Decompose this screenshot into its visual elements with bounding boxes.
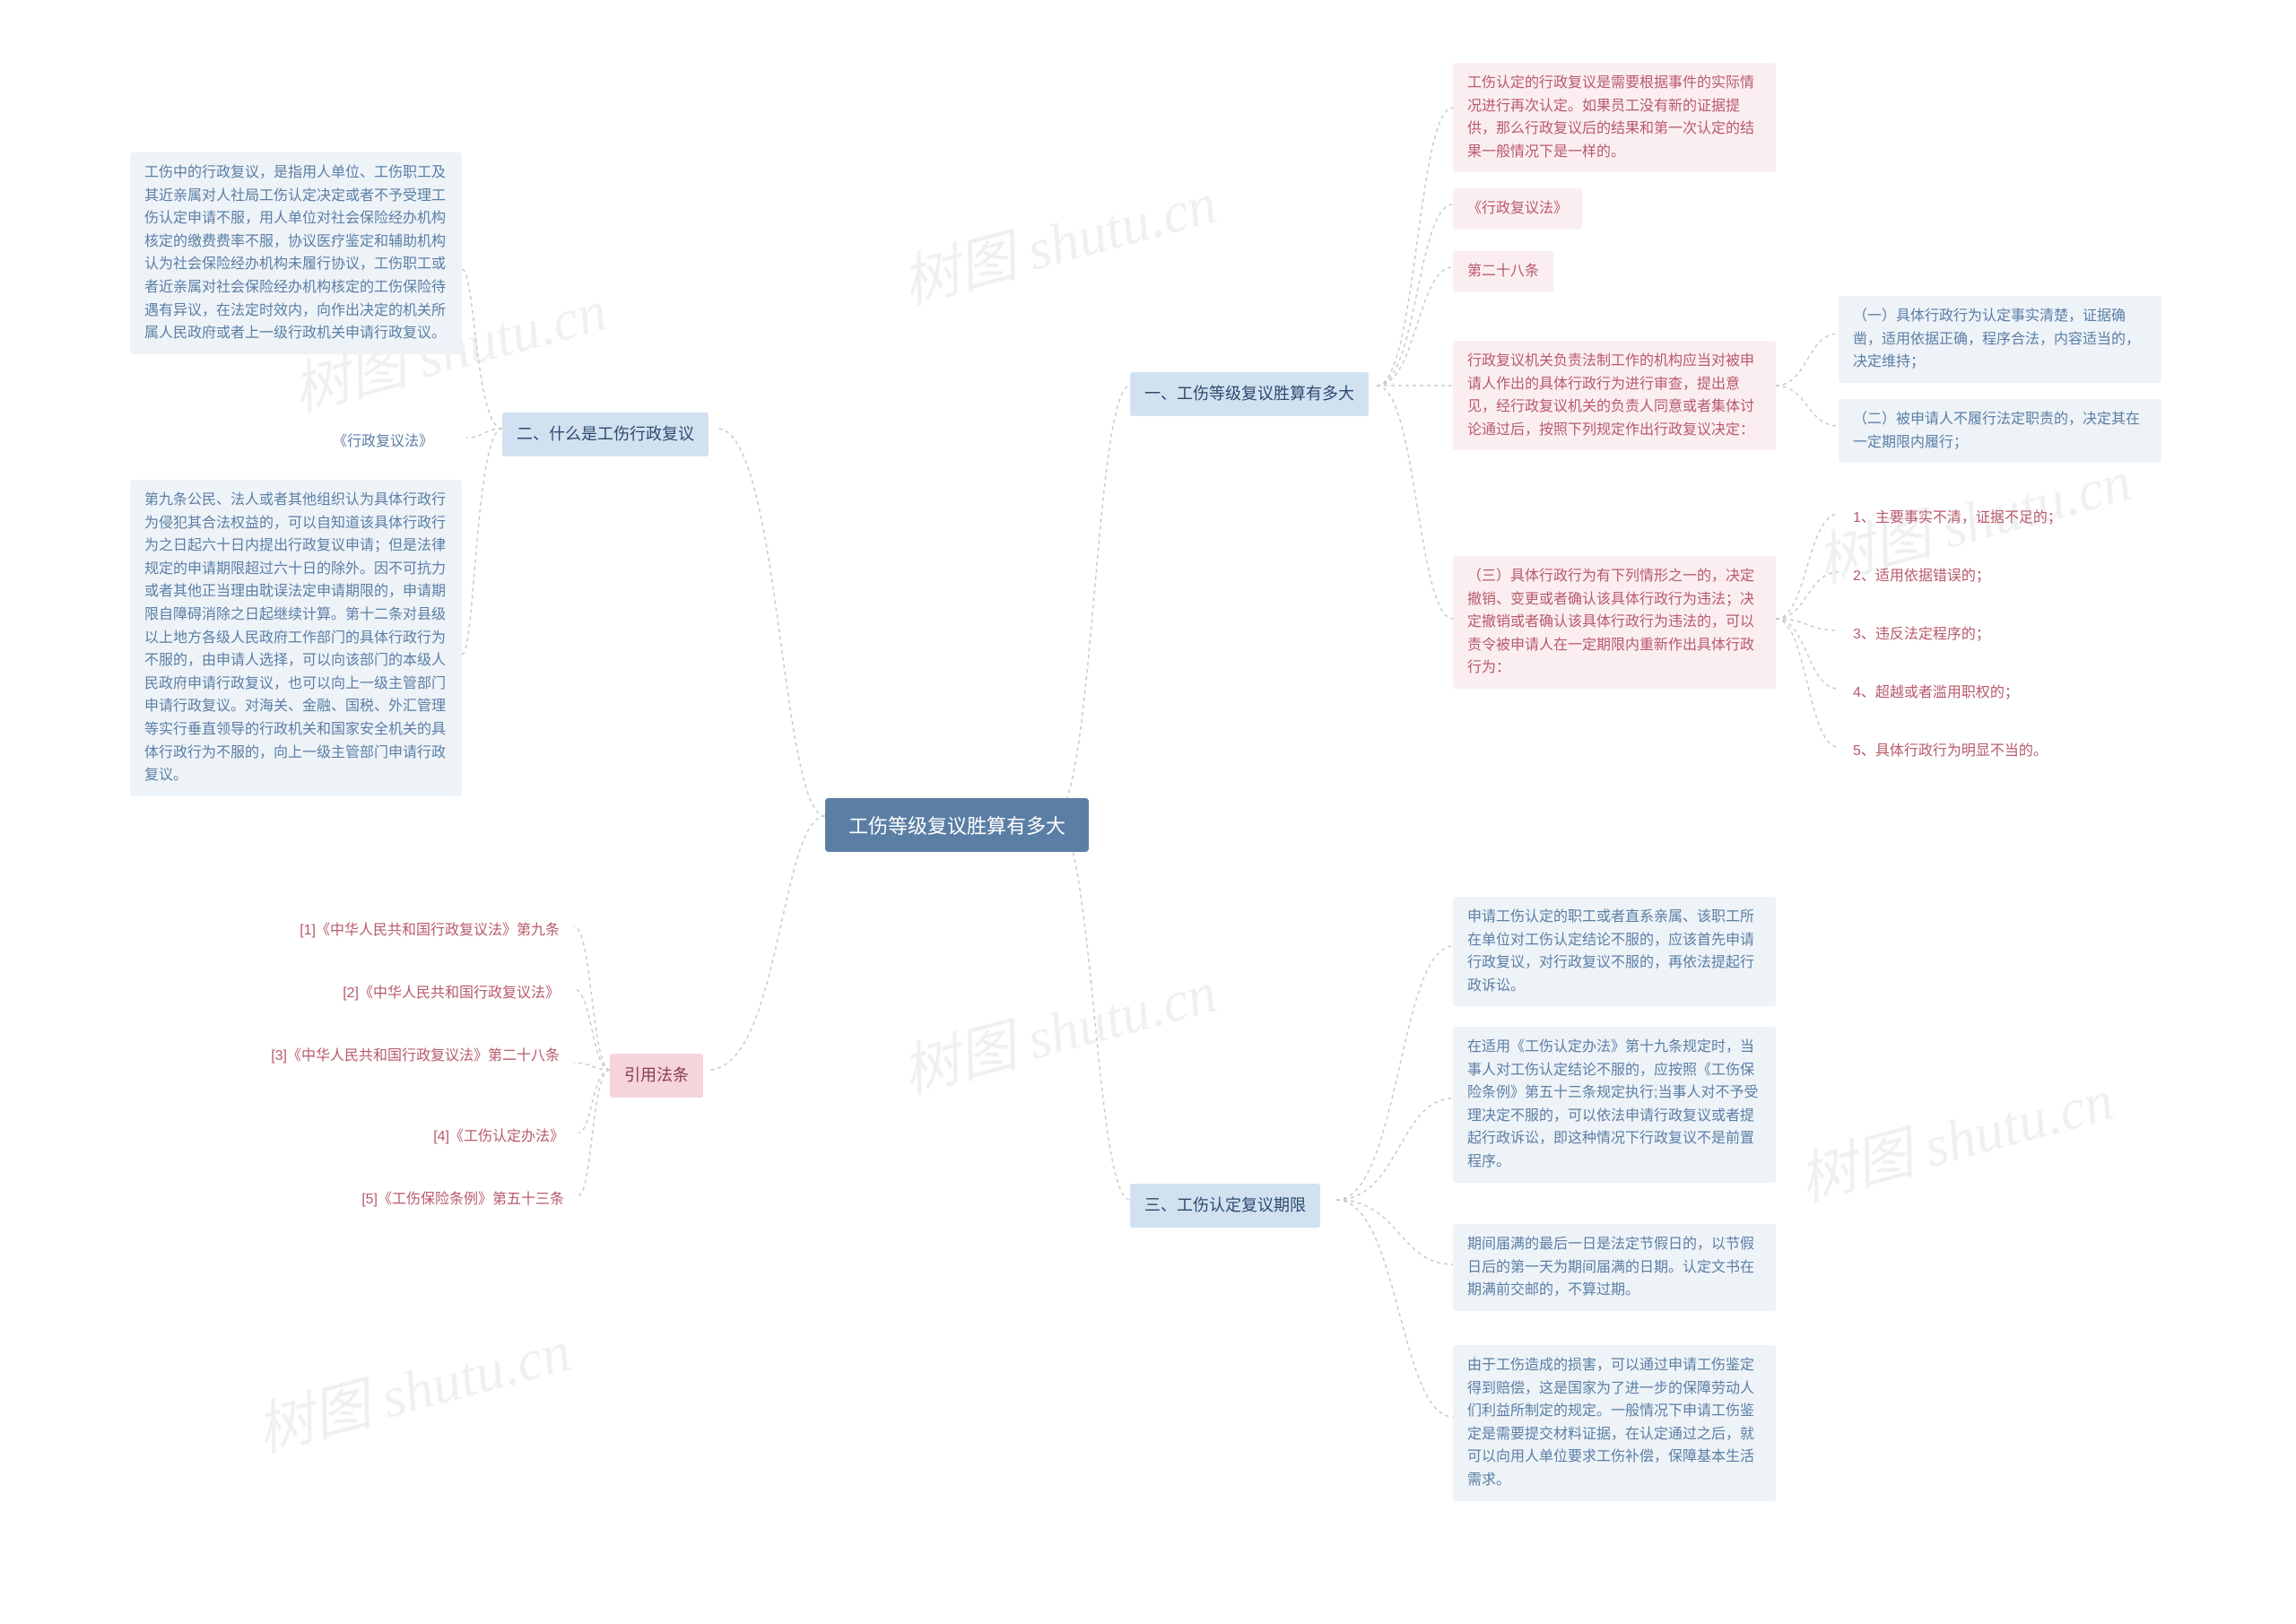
leaf-b3c3: 期间届满的最后一日是法定节假日的，以节假日后的第一天为期间届满的日期。认定文书在… [1453, 1224, 1776, 1311]
leaf-b1c5b: 2、适用依据错误的； [1839, 556, 2005, 597]
branch-1: 一、工伤等级复议胜算有多大 [1130, 372, 1369, 416]
leaf-b2c1: 工伤中的行政复议，是指用人单位、工伤职工及其近亲属对人社局工伤认定决定或者不予受… [130, 152, 462, 354]
leaf-b4c4: [4]《工伤认定办法》 [399, 1116, 578, 1158]
leaf-b3c1: 申请工伤认定的职工或者直系亲属、该职工所在单位对工伤认定结论不服的，应该首先申请… [1453, 897, 1776, 1006]
leaf-b1c5: （三）具体行政行为有下列情形之一的，决定撤销、变更或者确认该具体行政行为违法；决… [1453, 556, 1776, 689]
branch-2: 二、什么是工伤行政复议 [502, 413, 709, 456]
leaf-b1c4b: （二）被申请人不履行法定职责的，决定其在一定期限内履行； [1839, 399, 2161, 463]
leaf-b2c3: 第九条公民、法人或者其他组织认为具体行政行为侵犯其合法权益的，可以自知道该具体行… [130, 480, 462, 796]
leaf-b4c2: [2]《中华人民共和国行政复议法》 [296, 973, 574, 1014]
leaf-b4c3: [3]《中华人民共和国行政复议法》第二十八条 [233, 1036, 574, 1077]
branch-4: 引用法条 [610, 1054, 703, 1098]
leaf-b3c4: 由于工伤造成的损害，可以通过申请工伤鉴定得到赔偿，这是国家为了进一步的保障劳动人… [1453, 1345, 1776, 1501]
leaf-b1c4: 行政复议机关负责法制工作的机构应当对被申请人作出的具体行政行为进行审查，提出意见… [1453, 341, 1776, 450]
root-node: 工伤等级复议胜算有多大 [825, 798, 1089, 852]
watermark: 树图 shutu.cn [1788, 1054, 2121, 1217]
watermark: 树图 shutu.cn [891, 157, 1224, 320]
leaf-b1c4a: （一）具体行政行为认定事实清楚，证据确凿，适用依据正确，程序合法，内容适当的，决… [1839, 296, 2161, 383]
leaf-b3c2: 在适用《工伤认定办法》第十九条规定时，当事人对工伤认定结论不服的，应按照《工伤保… [1453, 1027, 1776, 1183]
leaf-b1c5e: 5、具体行政行为明显不当的。 [1839, 731, 2062, 772]
leaf-b1c2: 《行政复议法》 [1453, 188, 1582, 230]
leaf-b1c5c: 3、违反法定程序的； [1839, 614, 2005, 656]
leaf-b1c5d: 4、超越或者滥用职权的； [1839, 673, 2033, 714]
leaf-b1c3: 第二十八条 [1453, 251, 1553, 292]
leaf-b2c2: 《行政复议法》 [318, 421, 448, 463]
branch-3: 三、工伤认定复议期限 [1130, 1184, 1320, 1228]
leaf-b4c5: [5]《工伤保险条例》第五十三条 [309, 1179, 578, 1220]
watermark: 树图 shutu.cn [246, 1305, 578, 1468]
leaf-b1c5a: 1、主要事实不清，证据不足的； [1839, 498, 2076, 539]
leaf-b1c1: 工伤认定的行政复议是需要根据事件的实际情况进行再次认定。如果员工没有新的证据提供… [1453, 63, 1776, 172]
leaf-b4c1: [1]《中华人民共和国行政复议法》第九条 [233, 910, 574, 951]
watermark: 树图 shutu.cn [891, 946, 1224, 1109]
